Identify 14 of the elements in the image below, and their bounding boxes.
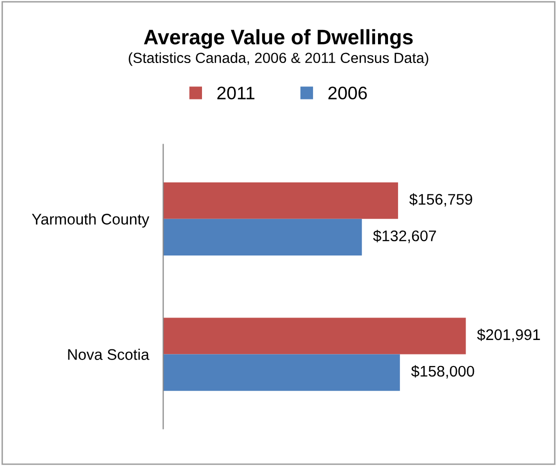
bar [163, 318, 466, 354]
data-label: $132,607 [373, 230, 436, 244]
bar [163, 182, 398, 219]
chart-subtitle: (Statistics Canada, 2006 & 2011 Census Data) [128, 52, 428, 66]
legend-label: 2011 [217, 86, 254, 100]
data-label: $201,991 [477, 328, 540, 342]
data-label: $156,759 [409, 193, 472, 207]
bar [163, 218, 362, 256]
data-label: $158,000 [411, 365, 474, 378]
y-tick-label: Nova Scotia [68, 348, 150, 360]
chart-title: Average Value of Dwellings [144, 29, 413, 49]
legend-label: 2006 [328, 86, 367, 100]
bar [163, 354, 400, 391]
y-tick-label: Yarmouth County [32, 213, 150, 228]
